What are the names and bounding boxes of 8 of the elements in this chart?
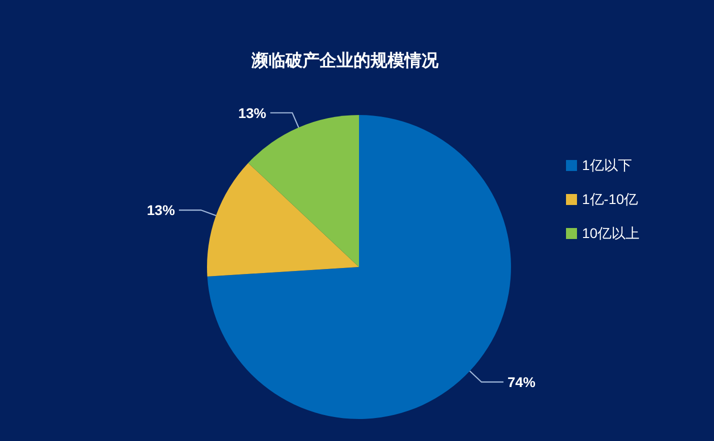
legend-label: 1亿以下 [582, 157, 632, 173]
data-label: 13% [238, 104, 267, 121]
chart-title: 濒临破产企业的规模情况 [250, 51, 440, 70]
pie-slice [207, 162, 359, 277]
data-label: 74% [507, 374, 536, 390]
legend-label: 1亿-10亿 [582, 191, 638, 207]
data-label: 13% [146, 202, 176, 218]
legend-label: 10亿以上 [582, 225, 640, 241]
